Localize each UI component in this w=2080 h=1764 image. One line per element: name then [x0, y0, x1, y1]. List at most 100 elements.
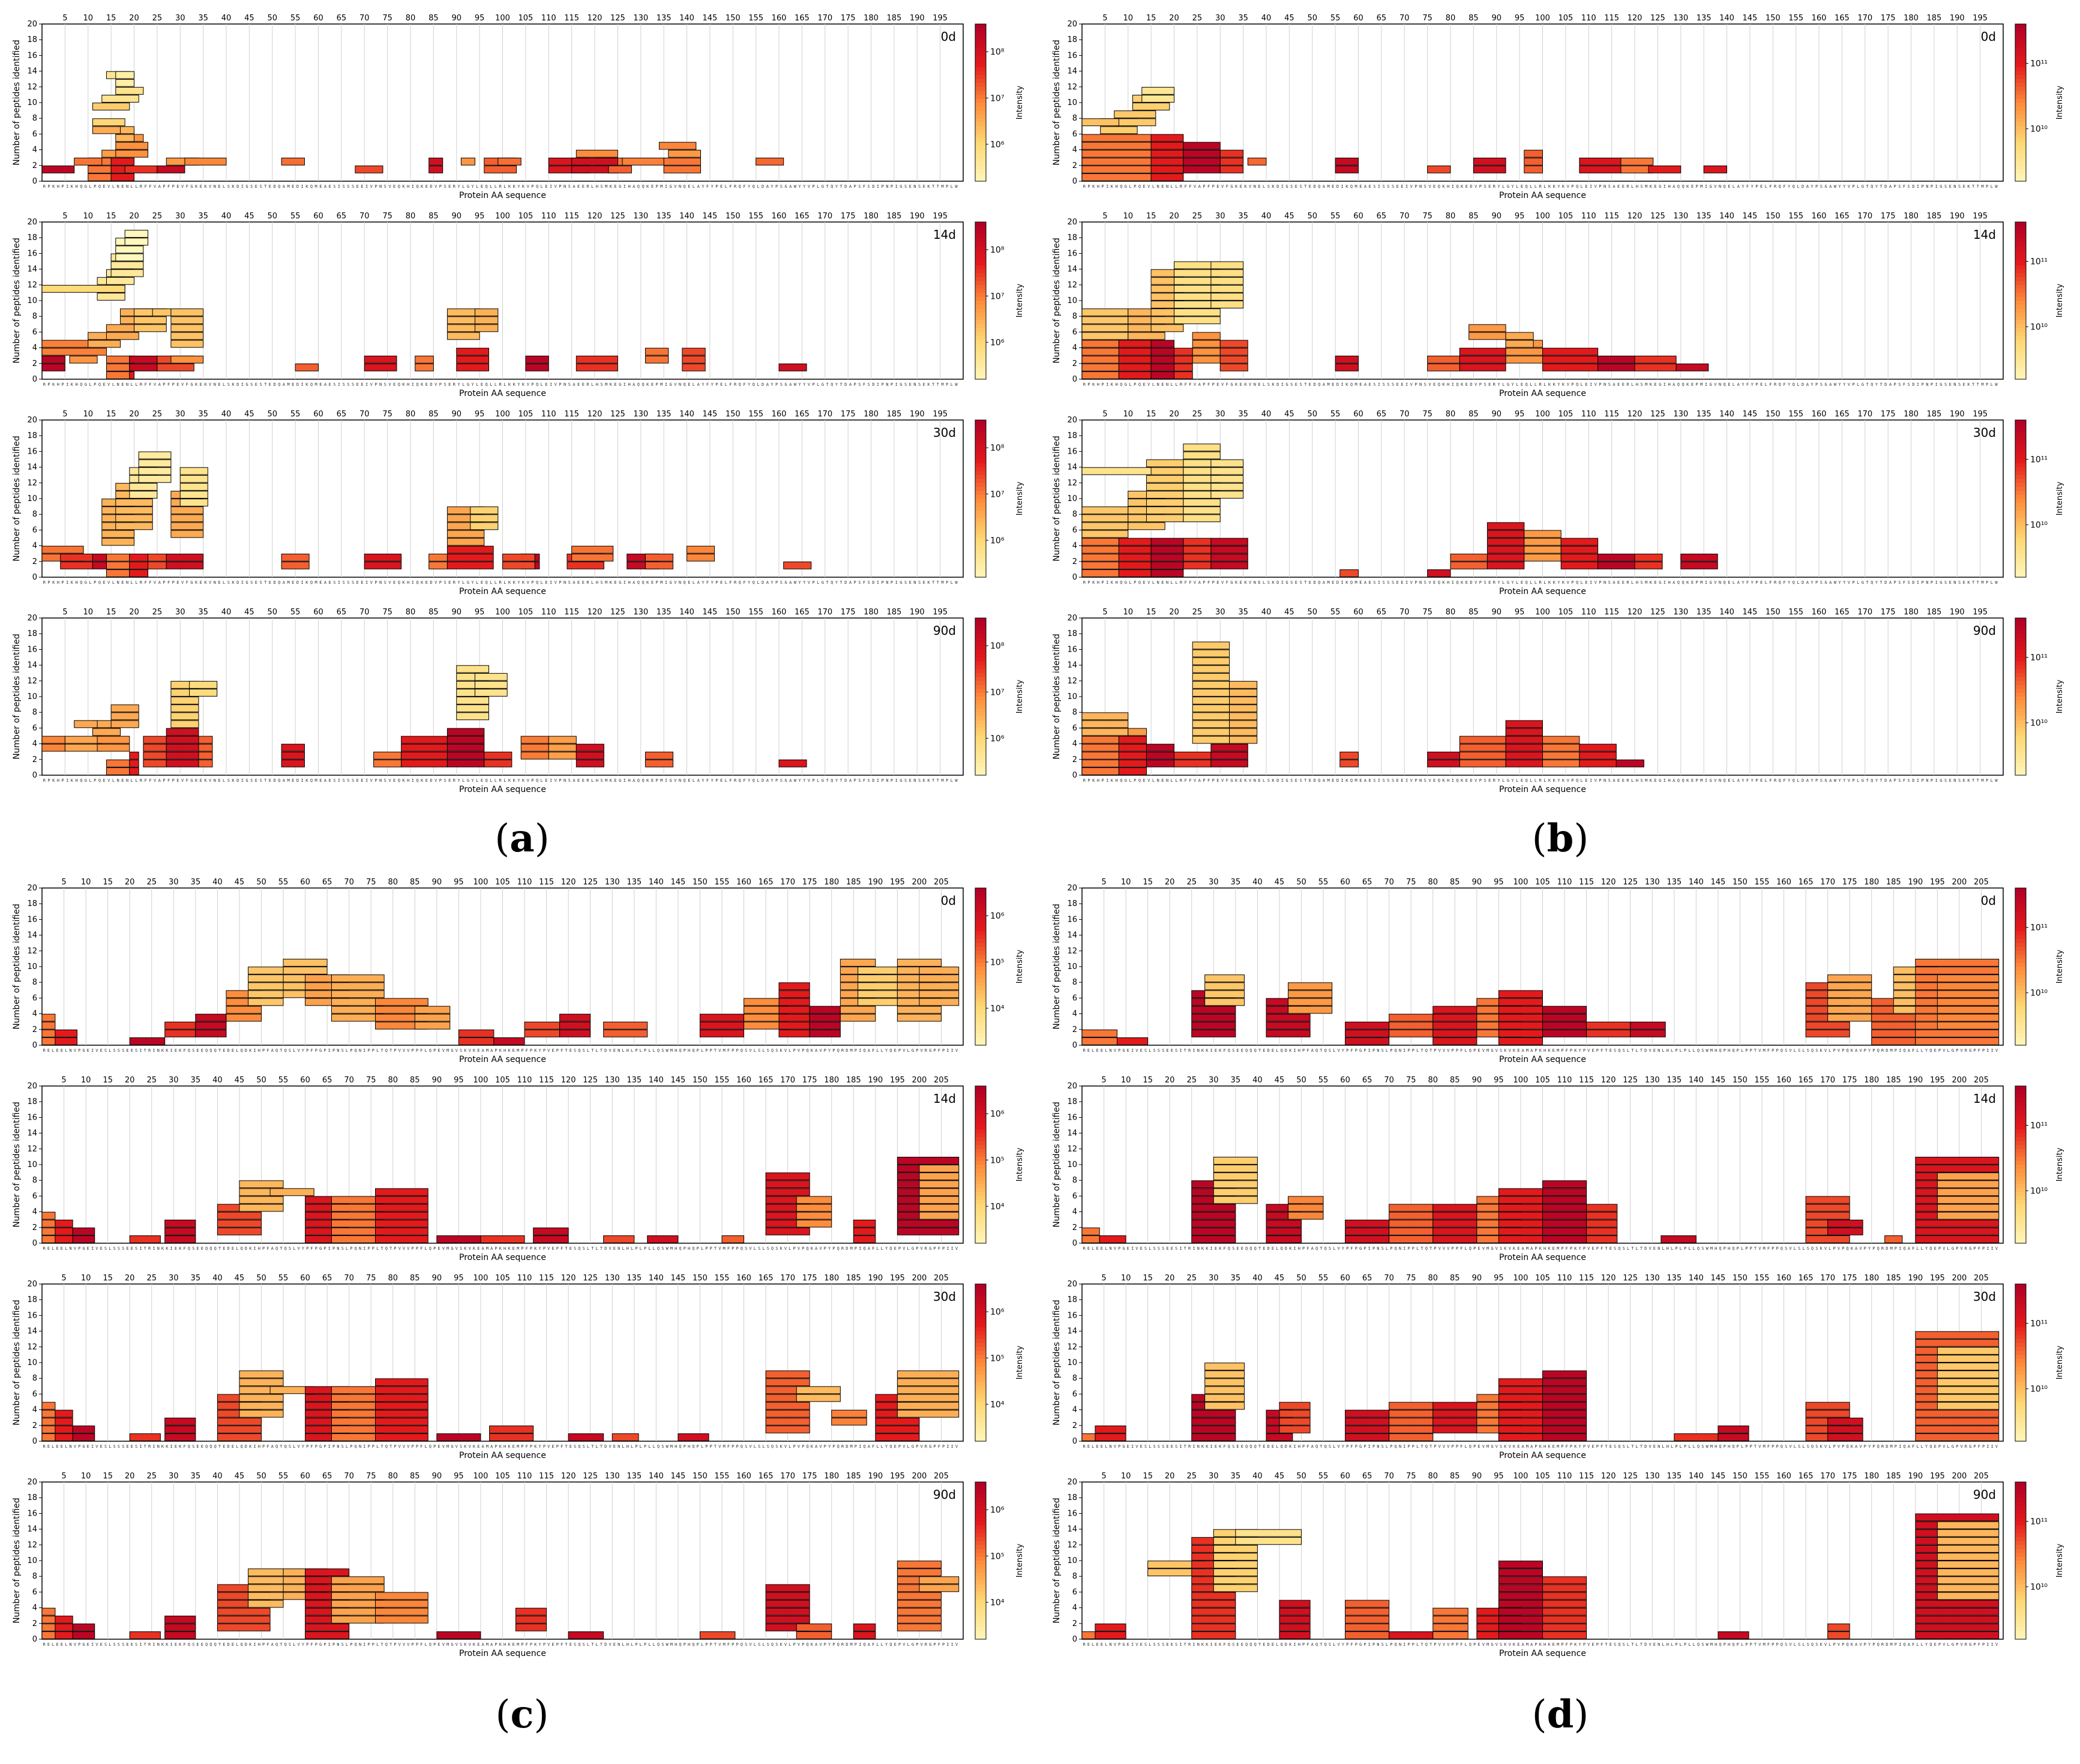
- peptide-segment: [1210, 284, 1244, 293]
- x-tick-label: 120: [1628, 410, 1643, 419]
- x-tick-label: 15: [106, 608, 116, 617]
- peptide-segment: [115, 142, 149, 150]
- sequence-letter: Q: [1456, 184, 1458, 189]
- sequence-letter: P: [372, 1048, 374, 1053]
- sequence-letter: E: [1309, 778, 1311, 783]
- subplot-14d: 5 10 15 20 25 30 35 40 45 50 55 60 65 70 75 80 85 90 95 100…: [1052, 212, 2064, 398]
- sequence-letter: D: [236, 184, 239, 189]
- y-tick-label: 2: [1072, 359, 1077, 368]
- x-tick-label: 10: [1123, 410, 1133, 419]
- sequence-letter: I: [170, 1048, 173, 1053]
- colorbar-step: [975, 685, 986, 689]
- x-tick-label: 85: [428, 212, 439, 221]
- y-tick-label: 14: [1067, 265, 1077, 274]
- sequence-letter: P: [262, 1048, 265, 1053]
- colorbar-step: [2015, 241, 2026, 246]
- x-tick-label: 75: [366, 1076, 376, 1085]
- sequence-letter: T: [714, 1048, 717, 1053]
- sequence-letter: Y: [302, 1642, 305, 1647]
- sequence-letter: A: [573, 580, 576, 585]
- sequence-letter: K: [71, 778, 74, 783]
- sequence-letter: F: [266, 1246, 269, 1251]
- sequence-letter: K: [166, 1444, 169, 1449]
- sequence-letter: K: [179, 1246, 182, 1251]
- sequence-letter: Y: [771, 184, 774, 189]
- sequence-letter: I: [665, 778, 667, 783]
- colorbar-step: [975, 708, 986, 713]
- sequence-letter: G: [929, 1246, 931, 1251]
- peptide-segment: [72, 1425, 95, 1433]
- sequence-letter: Y: [1742, 382, 1745, 387]
- peptide-segment: [897, 1592, 942, 1600]
- peptide-segment: [88, 340, 121, 348]
- sequence-letter: A: [868, 1246, 871, 1251]
- colorbar-step: [975, 126, 986, 131]
- peptide-segment: [840, 1006, 876, 1014]
- sequence-letter: V: [1474, 778, 1477, 783]
- sequence-letter: V: [1714, 580, 1717, 585]
- sequence-letter: A: [1613, 580, 1616, 585]
- subplot-90d: 5 10 15 20 25 30 35 40 45 50 55 60 65 70 75 80 85 90 95 100…: [1052, 608, 2064, 794]
- sequence-letter: P: [635, 1048, 637, 1053]
- sequence-letter: T: [144, 1048, 147, 1053]
- sequence-letter: P: [394, 1642, 396, 1647]
- sequence-letter: R: [1626, 580, 1629, 585]
- sequence-letter: P: [1922, 778, 1924, 783]
- sequence-letter: Y: [539, 1246, 542, 1251]
- x-tick-label: 135: [657, 14, 672, 23]
- sequence-letter: S: [868, 580, 870, 585]
- sequence-letter: I: [877, 382, 879, 387]
- x-tick-label: 55: [1330, 608, 1341, 617]
- sequence-letter: P: [172, 382, 175, 387]
- y-tick-label: 16: [27, 1311, 37, 1320]
- sequence-letter: Y: [472, 184, 475, 189]
- sequence-letter: V: [455, 1048, 458, 1053]
- sequence-letter: Q: [771, 1048, 774, 1053]
- sequence-letter: M: [941, 778, 943, 783]
- x-tick-label: 125: [1650, 212, 1665, 221]
- sequence-letter: E: [1585, 382, 1587, 387]
- sequence-letter: Q: [739, 778, 741, 783]
- x-tick-label: 150: [1766, 212, 1781, 221]
- peptide-segment: [1210, 538, 1248, 546]
- sequence-letter: A: [324, 778, 327, 783]
- sequence-letter: A: [1364, 382, 1367, 387]
- sequence-letter: I: [550, 580, 552, 585]
- peptide-segment: [858, 998, 898, 1006]
- colorbar-step: [975, 222, 986, 227]
- x-tick-label: 155: [1788, 14, 1803, 23]
- peptide-segment: [1473, 165, 1506, 173]
- sequence-letter: Q: [1438, 778, 1440, 783]
- sequence-letter: T: [1977, 778, 1980, 783]
- colorbar-step: [2015, 443, 2026, 448]
- peptide-segment: [1114, 110, 1156, 119]
- colorbar-step: [2015, 301, 2026, 305]
- colorbar-step: [975, 47, 986, 52]
- y-tick-label: 16: [27, 1113, 37, 1122]
- sequence-letter: L: [476, 778, 478, 783]
- y-tick-label: 10: [27, 494, 37, 503]
- sequence-letter: K: [1650, 184, 1653, 189]
- x-tick-label: 50: [256, 1274, 266, 1283]
- sequence-letter: F: [167, 382, 170, 387]
- x-tick-label: 160: [1812, 608, 1827, 617]
- sequence-letter: K: [1686, 382, 1689, 387]
- x-tick-label: 120: [561, 878, 576, 887]
- peptide-segment: [1542, 736, 1580, 744]
- x-tick-label: 145: [1742, 410, 1757, 419]
- sequence-letter: V: [434, 778, 437, 783]
- colorbar-step: [2015, 55, 2026, 60]
- sequence-letter: L: [1152, 580, 1155, 585]
- sequence-letter: Q: [1438, 382, 1440, 387]
- colorbar-frame: [975, 221, 987, 380]
- sequence-letter: G: [1862, 382, 1864, 387]
- sequence-letter: N: [1926, 382, 1928, 387]
- x-tick-label: 150: [1766, 608, 1781, 617]
- sequence-letter: F: [729, 382, 732, 387]
- sequence-letter: P: [350, 1246, 352, 1251]
- y-tick-label: 8: [1072, 114, 1077, 123]
- colorbar-step: [975, 226, 986, 230]
- sequence-letter: L: [701, 1246, 703, 1251]
- sequence-letter: T: [932, 580, 935, 585]
- sequence-letter: M: [605, 580, 607, 585]
